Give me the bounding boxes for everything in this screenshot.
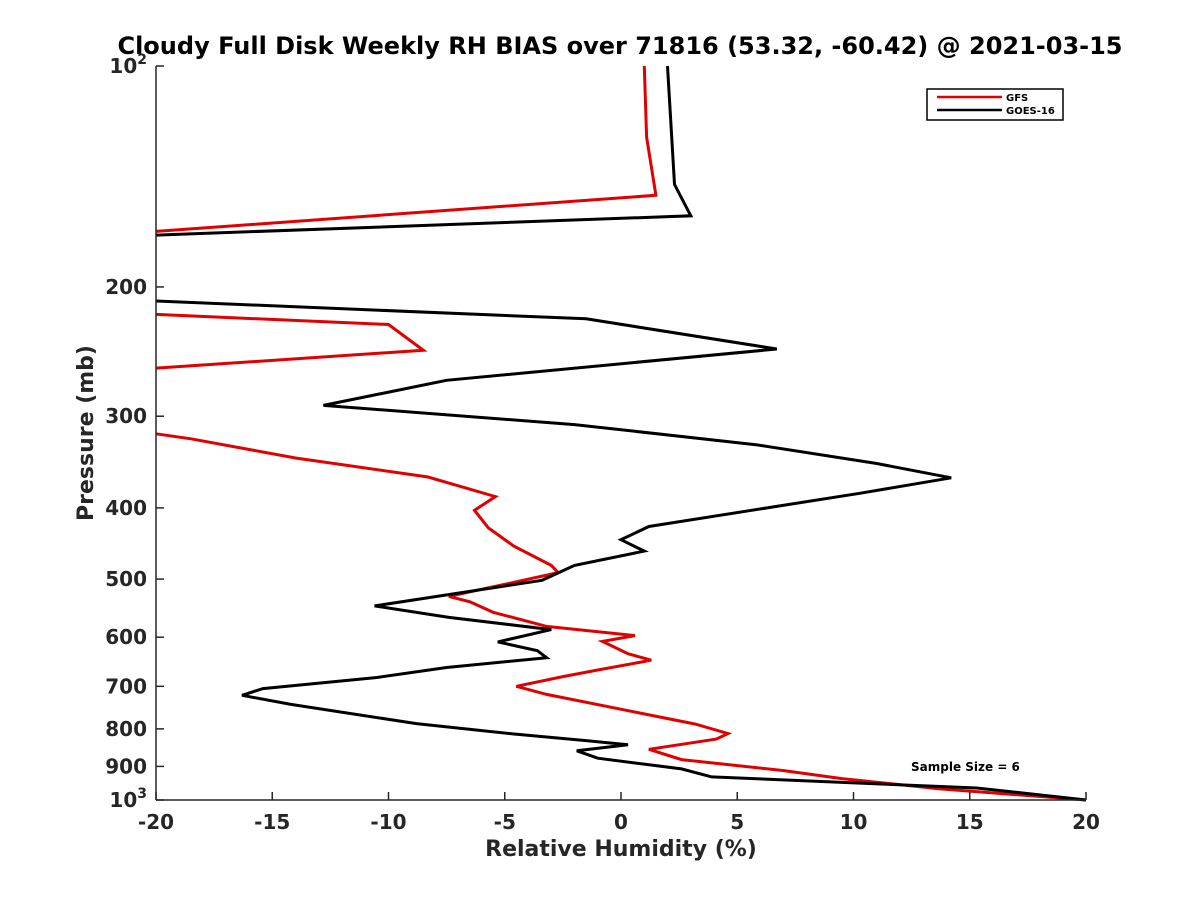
y-tick-label: 800 (105, 717, 147, 741)
sample-size-annotation: Sample Size = 6 (911, 760, 1020, 774)
y-tick-label: 600 (105, 625, 147, 649)
plot-lines (155, 65, 1087, 802)
x-tick-label: 5 (730, 810, 744, 834)
y-tick-label: 500 (105, 567, 147, 591)
y-tick-label: 400 (105, 496, 147, 520)
x-axis-ticks: -20 -15 -10 -5 0 5 10 15 20 (138, 792, 1100, 834)
series-line-gfs (155, 65, 1087, 802)
legend-box (926, 88, 1064, 121)
y-axis-ticks: 102 200 300 400 500 600 700 800 900 103 (105, 52, 164, 812)
y-tick-label: 700 (105, 674, 147, 698)
chart-title: Cloudy Full Disk Weekly RH BIAS over 718… (117, 32, 1122, 60)
y-tick-label: 103 (109, 786, 147, 812)
x-tick-label: -10 (370, 810, 406, 834)
x-tick-label: 0 (614, 810, 628, 834)
x-tick-label: -20 (138, 810, 174, 834)
x-axis-label: Relative Humidity (%) (485, 837, 757, 862)
series-line-goes-16 (155, 65, 1087, 802)
y-tick-label: 900 (105, 754, 147, 778)
x-tick-label: -5 (494, 810, 516, 834)
legend-gfs-label: GFS (1006, 93, 1028, 104)
x-tick-label: 10 (840, 810, 868, 834)
x-tick-label: 15 (956, 810, 984, 834)
x-tick-label: 20 (1072, 810, 1100, 834)
y-axis-label: Pressure (mb) (74, 345, 99, 521)
x-tick-label: -15 (254, 810, 290, 834)
y-tick-label: 102 (109, 52, 147, 78)
legend: GFS GOES-16 (926, 88, 1064, 121)
y-tick-label: 200 (105, 275, 147, 299)
y-tick-label: 300 (105, 404, 147, 428)
legend-goes-label: GOES-16 (1006, 106, 1055, 117)
